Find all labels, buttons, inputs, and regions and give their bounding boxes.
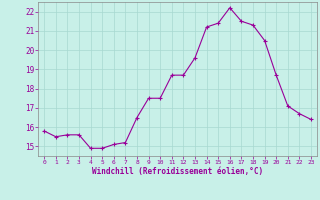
X-axis label: Windchill (Refroidissement éolien,°C): Windchill (Refroidissement éolien,°C) — [92, 167, 263, 176]
